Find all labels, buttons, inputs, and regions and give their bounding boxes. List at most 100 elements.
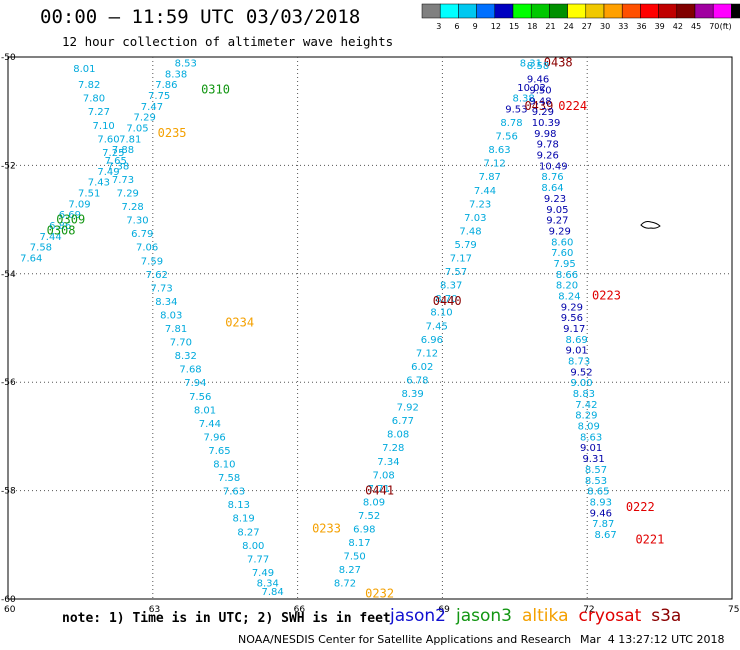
colorbar-swatch [458, 3, 477, 19]
wave-height-value: 7.43 [88, 178, 110, 189]
wave-height-value: 8.58 [527, 61, 549, 72]
wave-height-value: 7.17 [450, 254, 472, 265]
pass-time-label: 0222 [626, 500, 655, 514]
colorbar-swatch [530, 3, 550, 19]
wave-height-value: 9.17 [563, 324, 585, 335]
wave-height-value: 7.95 [553, 259, 575, 270]
wave-height-value: 8.31 [520, 58, 542, 69]
wave-height-value: 7.03 [464, 213, 486, 224]
wave-height-value: 8.03 [160, 310, 182, 321]
wave-height-value: 8.65 [587, 487, 609, 498]
colorbar-swatch [621, 3, 641, 19]
wave-height-value: 7.34 [377, 457, 399, 468]
pass-time-label: 0439 [524, 99, 553, 113]
wave-height-value: 9.46 [527, 75, 549, 86]
wave-height-value: 7.88 [112, 145, 134, 156]
wave-height-value: 9.31 [582, 454, 604, 465]
colorbar-label: 24 [564, 22, 574, 31]
pass-time-label: 0224 [558, 99, 587, 113]
colorbar-swatch [439, 3, 459, 19]
wave-height-value: 7.45 [426, 321, 448, 332]
wave-height-value: 10.49 [539, 161, 568, 172]
colorbar-label: 70 [709, 22, 719, 31]
wave-height-value: 7.05 [126, 123, 148, 134]
wave-height-value: 8.13 [228, 500, 250, 511]
pass-time-label: 0308 [47, 223, 76, 237]
island-outline [640, 220, 661, 229]
wave-height-value: 7.65 [208, 446, 230, 457]
wave-height-value: 7.84 [261, 587, 283, 598]
colorbar-unit: (ft) [720, 22, 732, 31]
wave-height-value: 9.29 [549, 226, 571, 237]
wave-height-value: 7.73 [150, 283, 172, 294]
y-tick-label: -56 [1, 378, 16, 388]
wave-height-value: 8.57 [585, 465, 607, 476]
pass-time-label: 0232 [365, 587, 394, 601]
wave-height-value: 8.10 [430, 308, 452, 319]
wave-height-value: 7.80 [83, 94, 105, 105]
pass-time-label: 0221 [635, 532, 664, 546]
wave-height-value: 9.01 [566, 346, 588, 357]
wave-height-value: 8.76 [541, 172, 563, 183]
wave-height-value: 8.69 [566, 335, 588, 346]
wave-height-value: 7.75 [148, 91, 170, 102]
wave-height-value: 7.81 [165, 324, 187, 335]
wave-height-value: 7.27 [88, 107, 110, 118]
colorbar-swatch [421, 3, 441, 19]
colorbar-swatch [712, 3, 732, 19]
wave-height-value: 9.46 [590, 508, 612, 519]
wave-height-value: 8.38 [165, 69, 187, 80]
colorbar-label: 18 [527, 22, 537, 31]
wave-height-value: 7.12 [483, 159, 505, 170]
wave-height-value: 7.50 [344, 552, 366, 563]
wave-height-value: 8.32 [175, 351, 197, 362]
wave-height-value: 7.58 [218, 473, 240, 484]
x-tick-label: 66 [294, 605, 306, 615]
wave-height-value: 7.56 [189, 392, 211, 403]
pass-time-label: 0235 [158, 126, 187, 140]
wave-height-value: 8.08 [387, 430, 409, 441]
colorbar-label: 15 [509, 22, 519, 31]
wave-height-value: 8.01 [194, 405, 216, 416]
wave-height-value: 6.98 [353, 525, 375, 536]
wave-height-value: 8.63 [580, 432, 602, 443]
wave-height-value: 7.51 [78, 189, 100, 200]
x-tick-label: 63 [149, 605, 160, 615]
wave-height-value: 5.79 [455, 240, 477, 251]
wave-height-value: 9.27 [546, 216, 568, 227]
colorbar-swatch [658, 3, 678, 19]
footer-credit: NOAA/NESDIS Center for Satellite Applica… [238, 633, 572, 646]
legend-altika: altika [522, 606, 569, 626]
wave-height-value: 6.02 [411, 362, 433, 373]
wave-height-value: 9.53 [505, 104, 527, 115]
y-tick-label: -54 [1, 270, 16, 280]
colorbar-label: 42 [673, 22, 683, 31]
wave-height-value: 7.25 [102, 148, 124, 159]
plot-frame [7, 56, 733, 600]
colorbar-label: 3 [436, 22, 441, 31]
wave-height-value: 9.00 [570, 378, 592, 389]
colorbar-swatch [549, 3, 568, 19]
wave-height-value: 8.93 [590, 497, 612, 508]
colorbar-label: 39 [655, 22, 665, 31]
wave-height-value: 9.56 [561, 313, 583, 324]
wave-height-value: 7.70 [170, 338, 192, 349]
satellite-legend: jason2 jason3 altika cryosat s3a [390, 606, 691, 626]
wave-height-value: 8.24 [558, 291, 580, 302]
legend-cryosat: cryosat [578, 606, 642, 626]
wave-height-value: 8.83 [573, 389, 595, 400]
wave-height-value: 7.30 [126, 216, 148, 227]
colorbar-swatch [694, 3, 714, 19]
wave-height-value: 8.63 [488, 145, 510, 156]
wave-height-value: 9.52 [570, 367, 592, 378]
colorbar-label: 6 [454, 22, 459, 31]
wave-height-value: 7.68 [179, 365, 201, 376]
wave-height-value: 8.37 [440, 281, 462, 292]
wave-height-value: 9.29 [532, 107, 554, 118]
wave-height-value: 8.53 [585, 476, 607, 487]
wave-height-value: 8.00 [242, 541, 264, 552]
wave-height-value: 7.81 [119, 134, 141, 145]
wave-height-value: 9.50 [529, 86, 551, 97]
wave-height-value: 7.58 [30, 243, 52, 254]
